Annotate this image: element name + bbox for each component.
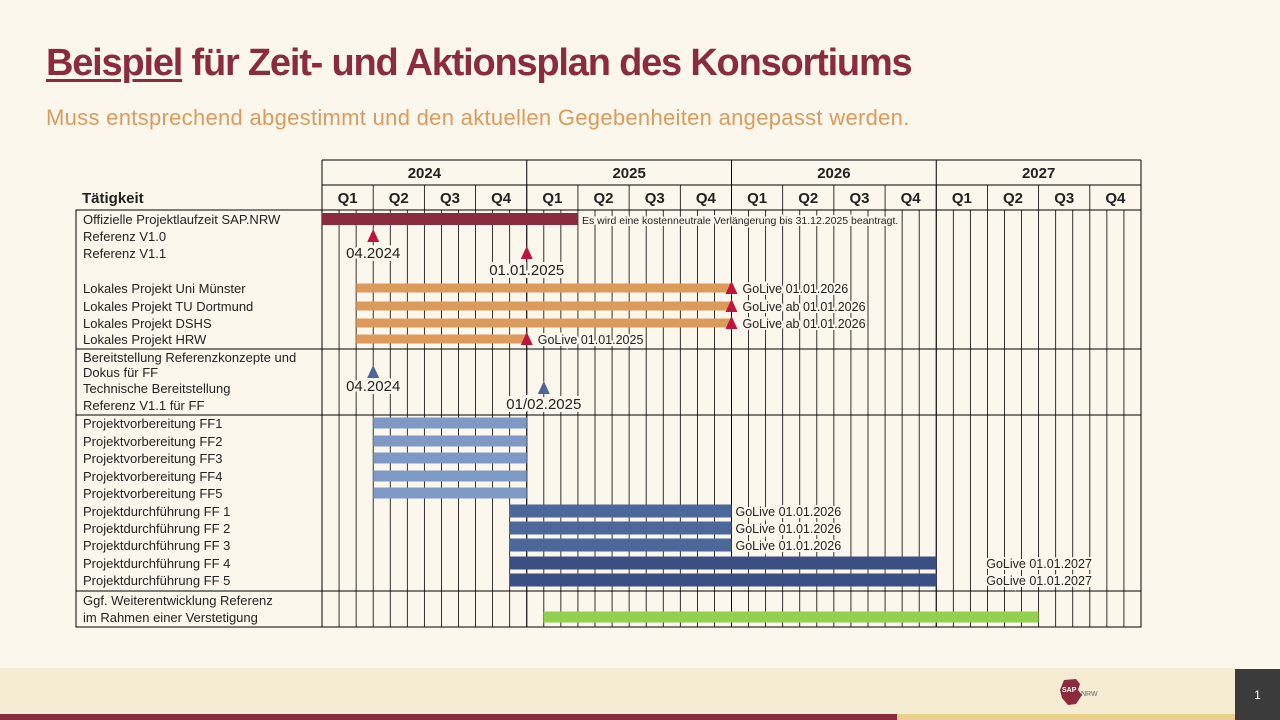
task-label: Lokales Projekt HRW <box>83 332 207 347</box>
task-label: Referenz V1.1 für FF <box>83 398 204 413</box>
task-bar <box>373 487 527 499</box>
quarter-label: Q3 <box>645 190 665 207</box>
milestone-marker <box>367 365 380 378</box>
task-label: Projektdurchführung FF 4 <box>83 556 230 571</box>
task-label: Referenz V1.1 <box>83 246 166 261</box>
quarter-label: Q2 <box>594 190 614 207</box>
task-label: Projektvorbereitung FF1 <box>83 416 222 431</box>
task-bar <box>373 470 527 482</box>
task-note: GoLive 01.01.2026 <box>736 522 842 536</box>
quarter-label: Q1 <box>747 190 767 207</box>
quarter-label: Q4 <box>696 190 717 207</box>
quarter-label: Q3 <box>1054 190 1074 207</box>
task-bar <box>509 556 937 570</box>
year-label: 2027 <box>1022 165 1055 182</box>
task-bar <box>373 452 527 464</box>
milestone-marker <box>537 381 550 394</box>
milestone-label: GoLive 01.01.2026 <box>743 282 849 296</box>
milestone-date-label: 04.2024 <box>346 378 400 395</box>
task-label: Projektdurchführung FF 3 <box>83 538 230 553</box>
task-label: Lokales Projekt Uni Münster <box>83 281 246 296</box>
table-frame <box>75 209 1142 628</box>
task-bar <box>509 521 732 535</box>
task-note: GoLive 01.01.2027 <box>986 574 1092 588</box>
task-bar <box>322 213 578 225</box>
task-bar <box>509 573 937 587</box>
task-label: Projektdurchführung FF 5 <box>83 573 230 588</box>
task-label: Dokus für FF <box>83 365 158 380</box>
task-bar <box>356 283 732 293</box>
quarter-label: Q4 <box>491 190 512 207</box>
task-bar <box>509 538 732 552</box>
slide-title: Beispiel für Zeit- und Aktionsplan des K… <box>46 42 913 85</box>
milestone-marker <box>520 332 533 345</box>
task-bar <box>356 334 527 344</box>
quarter-label: Q1 <box>542 190 562 207</box>
milestone-marker <box>367 229 380 242</box>
task-label: Bereitstellung Referenzkonzepte und <box>83 350 296 365</box>
quarter-label: Q3 <box>440 190 460 207</box>
milestone-label: GoLive ab 01.01.2026 <box>743 300 866 314</box>
task-note: GoLive 01.01.2026 <box>736 539 842 553</box>
task-label: Technische Bereitstellung <box>83 381 230 396</box>
column-header-taetigkeit: Tätigkeit <box>82 190 144 207</box>
slide-title-rest: für Zeit- und Aktionsplan des Konsortium… <box>182 42 912 84</box>
quarter-label: Q2 <box>389 190 409 207</box>
task-bar <box>356 318 732 328</box>
task-label: Projektdurchführung FF 1 <box>83 504 230 519</box>
year-label: 2025 <box>612 165 645 182</box>
milestone-marker <box>725 316 738 329</box>
task-label: Projektvorbereitung FF5 <box>83 486 222 501</box>
footer-accent-line-gold <box>897 714 1235 720</box>
milestone-date-label: 04.2024 <box>346 245 400 262</box>
task-bar <box>543 611 1039 623</box>
task-bar <box>509 504 732 518</box>
milestone-label: GoLive ab 01.01.2026 <box>743 317 866 331</box>
sap-nrw-logo: SAP NRW <box>1060 679 1098 705</box>
slide-title-underlined: Beispiel <box>46 42 183 84</box>
footer-band <box>0 668 1235 714</box>
quarter-label: Q3 <box>849 190 869 207</box>
page-number: 1 <box>1235 669 1280 720</box>
gantt-chart: 2024 2025 2026 2027 Q1 Q2 Q3 Q4 Q1 Q2 Q3 Q4 Q1 Q2 Q3 Q4… <box>75 159 1142 628</box>
milestone-date-label: 01.01.2025 <box>489 262 564 279</box>
quarter-label: Q2 <box>1003 190 1023 207</box>
task-bar <box>356 301 732 311</box>
task-label: im Rahmen einer Verstetigung <box>83 610 258 625</box>
task-label: Projektvorbereitung FF3 <box>83 451 222 466</box>
task-note: GoLive 01.01.2026 <box>736 505 842 519</box>
quarter-label: Q4 <box>901 190 922 207</box>
quarter-label: Q4 <box>1105 190 1126 207</box>
slide-subtitle: Muss entsprechend abgestimmt und den akt… <box>46 105 910 130</box>
task-label: Referenz V1.0 <box>83 229 166 244</box>
task-label: Lokales Projekt TU Dortmund <box>83 299 253 314</box>
quarter-label: Q1 <box>952 190 972 207</box>
task-label: Projektdurchführung FF 2 <box>83 521 230 536</box>
task-note: GoLive 01.01.2027 <box>986 557 1092 571</box>
footer-accent-line <box>0 714 897 720</box>
task-label: Offizielle Projektlaufzeit SAP.NRW <box>83 212 281 227</box>
task-label: Projektvorbereitung FF2 <box>83 434 222 449</box>
quarter-label: Q1 <box>338 190 358 207</box>
svg-text:SAP: SAP <box>1062 687 1077 694</box>
milestone-marker <box>725 299 738 312</box>
year-label: 2024 <box>408 165 442 182</box>
task-label: Lokales Projekt DSHS <box>83 316 212 331</box>
milestone-marker <box>725 281 738 294</box>
svg-text:NRW: NRW <box>1081 691 1098 698</box>
milestone-label: GoLive 01.01.2025 <box>538 333 644 347</box>
year-label: 2026 <box>817 165 850 182</box>
task-bar <box>373 417 527 429</box>
milestone-date-label: 01/02.2025 <box>506 396 581 413</box>
task-bar <box>373 435 527 447</box>
task-label: Ggf. Weiterentwicklung Referenz <box>83 593 273 608</box>
milestone-marker <box>520 246 533 259</box>
task-label: Projektvorbereitung FF4 <box>83 469 222 484</box>
quarter-label: Q2 <box>798 190 818 207</box>
task-note: Es wird eine kostenneutrale Verlängerung… <box>582 215 898 227</box>
